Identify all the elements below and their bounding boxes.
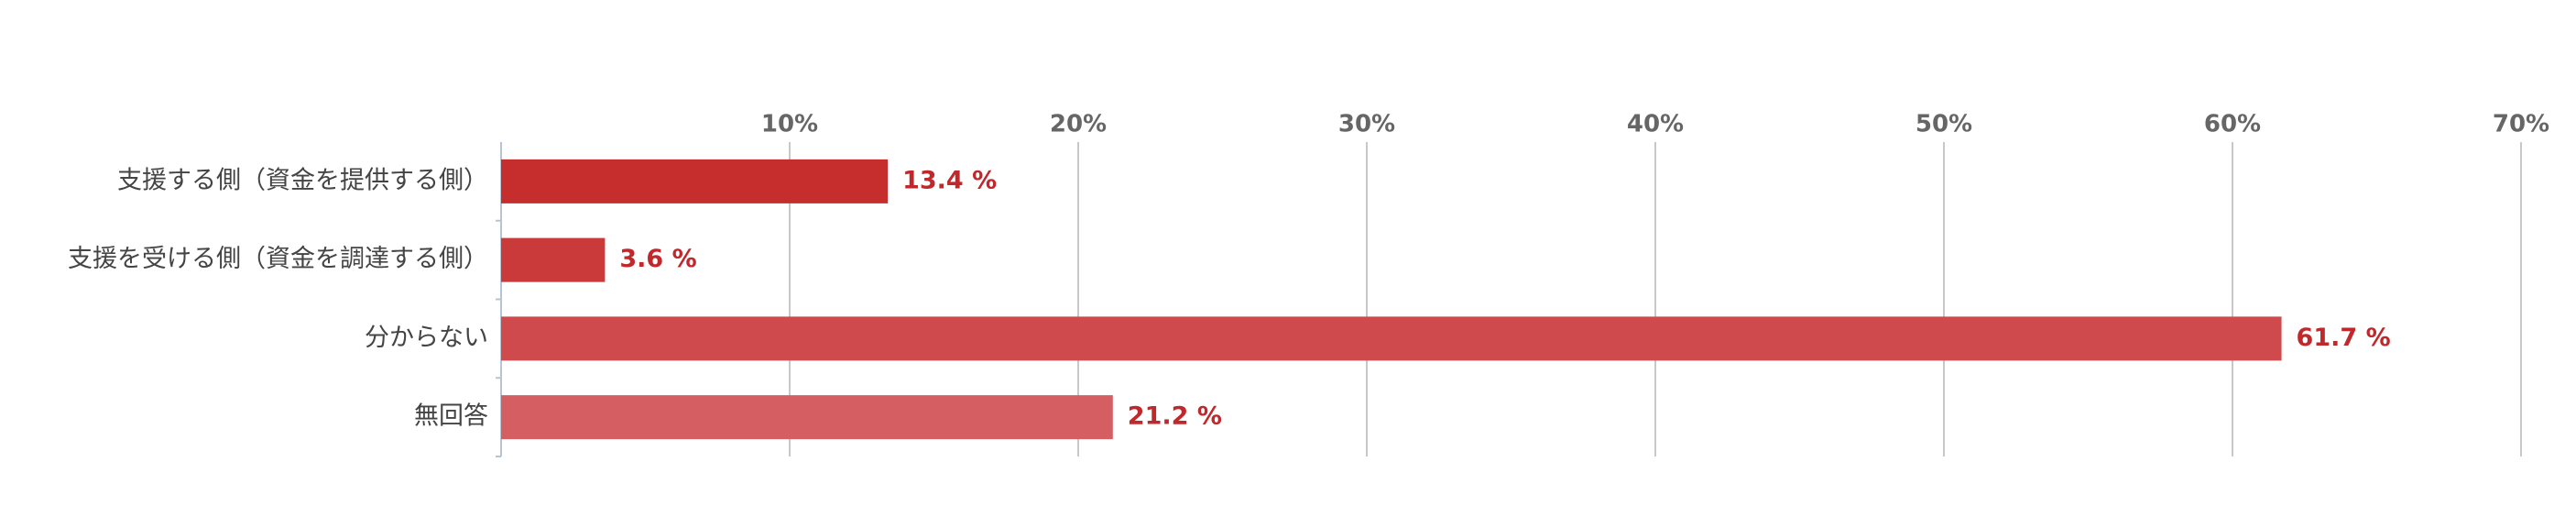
- bar: [501, 395, 1113, 440]
- x-tick-label: 40%: [1627, 111, 1684, 138]
- x-tick-label: 30%: [1338, 111, 1395, 138]
- y-tick-label: 支援する側（資金を提供する側）: [117, 166, 488, 194]
- bar: [501, 159, 889, 204]
- x-tick-label: 50%: [1916, 111, 1972, 138]
- x-tick-label: 70%: [2493, 111, 2549, 138]
- data-label: 13.4 %: [902, 166, 997, 194]
- y-tick-label: 支援を受ける側（資金を調達する側）: [68, 245, 488, 273]
- bar: [501, 316, 2282, 361]
- x-tick-label: 20%: [1050, 111, 1107, 138]
- y-tick-label: 無回答: [414, 402, 488, 431]
- x-tick-label: 10%: [761, 111, 818, 138]
- data-label: 3.6 %: [619, 245, 696, 273]
- data-label: 61.7 %: [2297, 324, 2391, 352]
- bar: [501, 237, 606, 282]
- data-label: 21.2 %: [1128, 402, 1222, 431]
- x-tick-label: 60%: [2204, 111, 2261, 138]
- y-tick-label: 分からない: [365, 324, 488, 352]
